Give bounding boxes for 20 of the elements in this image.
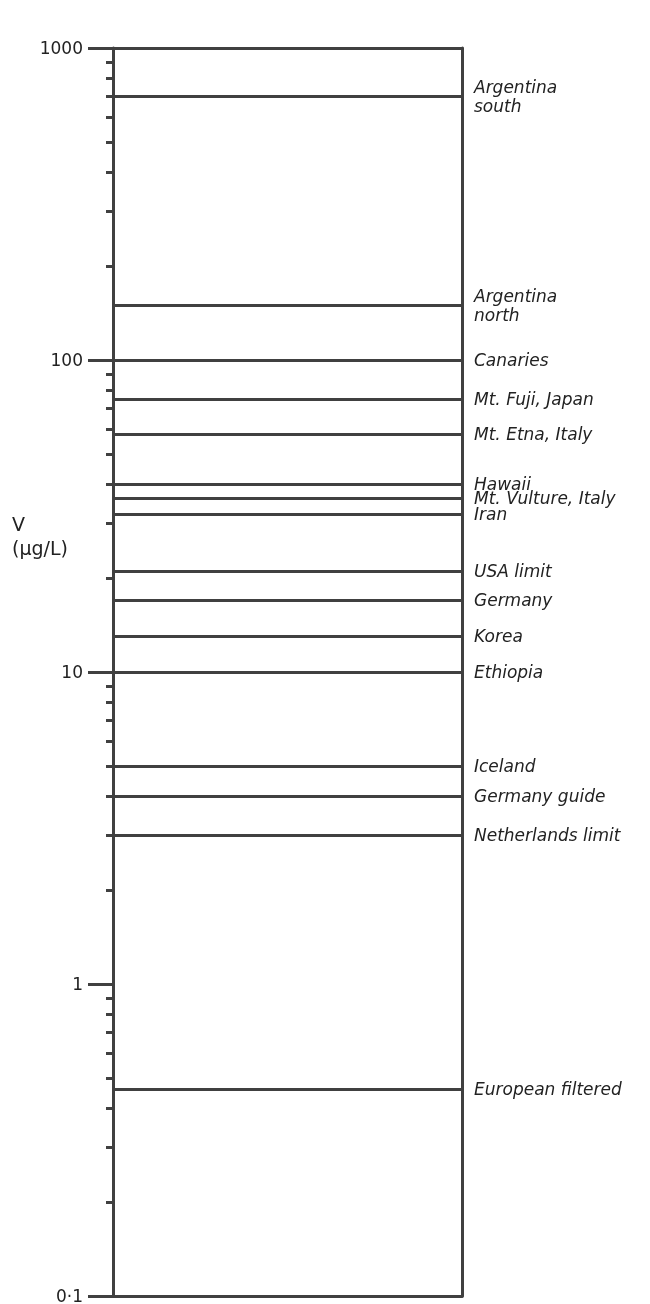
ref-line-label: Canaries	[474, 350, 549, 370]
ref-line-label: Korea	[474, 626, 523, 647]
ref-line-label: Argentina south	[473, 76, 558, 116]
ref-line-label: Iran	[474, 504, 508, 525]
ref-line-label: Mt. Fuji, Japan	[474, 388, 594, 409]
ref-line-label: Netherlands limit	[474, 825, 622, 846]
y-tick-label: 10	[61, 662, 83, 682]
ref-line-label: European filtered	[474, 1079, 623, 1100]
ref-line-label: Germany guide	[474, 786, 606, 807]
ref-line-label: USA limit	[474, 561, 553, 582]
ref-line-label: Germany	[474, 590, 554, 611]
ref-line-label: Ethiopia	[474, 662, 544, 682]
y-tick-label: 1000	[39, 38, 83, 58]
ref-line-label: Mt. Etna, Italy	[474, 423, 594, 444]
y-tick-label: 100	[50, 350, 83, 370]
ref-line-label: Iceland	[474, 755, 536, 776]
y-axis-title: V (µg/L)	[12, 513, 68, 559]
y-tick-label: 0·1	[55, 1286, 83, 1304]
y-tick-label: 1	[72, 974, 83, 994]
ref-line-label: Argentina north	[473, 285, 558, 325]
